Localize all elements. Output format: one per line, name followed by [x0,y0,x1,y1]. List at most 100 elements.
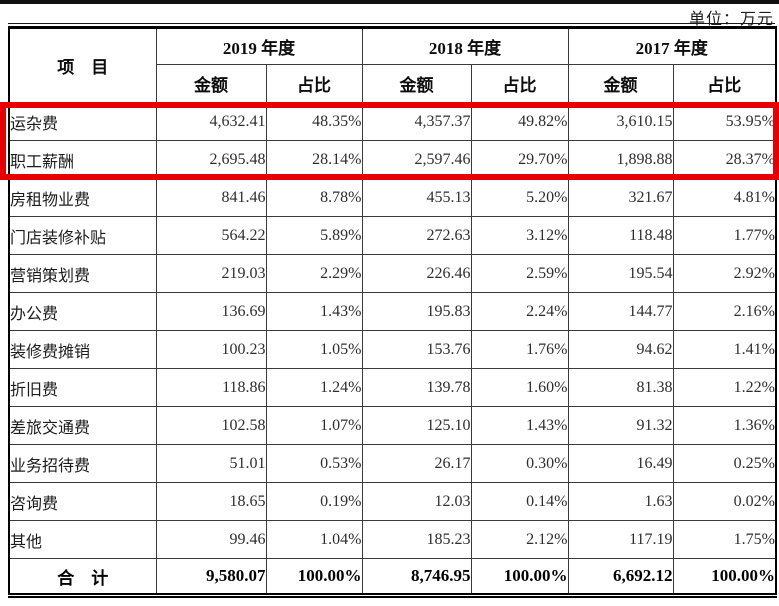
ratio-cell: 2.59% [470,254,569,293]
amount-cell: 2,695.48 [155,140,267,179]
table-row: 房租物业费 841.46 8.78% 455.13 5.20% 321.67 4.81% [8,178,777,217]
ratio-cell: 1.76% [470,330,569,369]
amount-cell: 91.32 [567,406,674,445]
ratio-cell: 28.37% [672,140,777,179]
table-row: 门店装修补贴 564.22 5.89% 272.63 3.12% 118.48 1.77% [8,216,777,255]
table-row: 业务招待费 51.01 0.53% 26.17 0.30% 16.49 0.25% [8,444,777,483]
item-cell: 房租物业费 [8,178,157,217]
total-label: 合 计 [8,558,157,598]
ratio-cell: 3.12% [470,216,569,255]
header-row-measures: 金额 占比 金额 占比 金额 占比 [9,64,777,103]
amount-cell: 321.67 [567,178,674,217]
item-cell: 职工薪酬 [8,140,157,179]
item-cell: 运杂费 [8,102,157,141]
amount-cell: 841.46 [155,178,267,217]
ratio-cell: 1.75% [672,520,777,559]
item-cell: 咨询费 [8,482,157,521]
ratio-cell: 0.25% [672,444,777,483]
col-header-ratio-2017: 占比 [672,64,777,103]
table-top-rule [8,23,775,24]
ratio-cell: 28.14% [265,140,363,179]
amount-cell: 139.78 [361,368,472,407]
ratio-cell: 2.16% [672,292,777,331]
ratio-cell: 1.77% [672,216,777,255]
amount-cell: 18.65 [155,482,267,521]
table-row: 运杂费 4,632.41 48.35% 4,357.37 49.82% 3,610.15 5… [8,102,777,141]
table-row: 咨询费 18.65 0.19% 12.03 0.14% 1.63 0.02% [8,482,777,521]
amount-cell: 226.46 [361,254,472,293]
ratio-cell: 1.43% [265,292,363,331]
col-header-2017: 2017 年度 [567,26,777,65]
expense-table: 项 目 2019 年度 2018 年度 2017 年度 金额 占比 金额 占比 … [8,26,777,598]
amount-cell: 1.63 [567,482,674,521]
table-row: 装修费摊销 100.23 1.05% 153.76 1.76% 94.62 1.41% [8,330,777,369]
header-row-years: 项 目 2019 年度 2018 年度 2017 年度 [8,26,777,103]
col-header-item: 项 目 [8,26,157,103]
ratio-cell: 0.53% [265,444,363,483]
col-header-amount-2019: 金额 [155,64,267,103]
amount-cell: 118.48 [567,216,674,255]
col-header-ratio-2019: 占比 [265,64,363,103]
item-cell: 折旧费 [8,368,157,407]
table-row: 折旧费 118.86 1.24% 139.78 1.60% 81.38 1.22% [8,368,777,407]
ratio-cell: 1.60% [470,368,569,407]
amount-cell: 81.38 [567,368,674,407]
item-cell: 门店装修补贴 [8,216,157,255]
item-cell: 营销策划费 [8,254,157,293]
amount-cell: 2,597.46 [361,140,472,179]
col-header-2019: 2019 年度 [155,26,363,65]
ratio-cell: 0.30% [470,444,569,483]
amount-cell: 16.49 [567,444,674,483]
ratio-cell: 0.02% [672,482,777,521]
amount-cell: 195.54 [567,254,674,293]
ratio-cell: 2.29% [265,254,363,293]
ratio-cell: 5.89% [265,216,363,255]
ratio-cell: 8.78% [265,178,363,217]
ratio-cell: 29.70% [470,140,569,179]
amount-cell: 153.76 [361,330,472,369]
ratio-cell: 1.36% [672,406,777,445]
ratio-cell: 2.24% [470,292,569,331]
ratio-cell: 100.00% [470,558,569,598]
amount-cell: 12.03 [361,482,472,521]
table-body: 运杂费 4,632.41 48.35% 4,357.37 49.82% 3,610.15 5… [8,102,777,598]
amount-cell: 144.77 [567,292,674,331]
table-row: 职工薪酬 2,695.48 28.14% 2,597.46 29.70% 1,898.88… [8,140,777,179]
amount-cell: 219.03 [155,254,267,293]
ratio-cell: 1.24% [265,368,363,407]
top-divider [0,0,779,4]
total-row: 合 计 9,580.07 100.00% 8,746.95 100.00% 6,692.1… [8,558,777,598]
ratio-cell: 0.19% [265,482,363,521]
col-header-2018: 2018 年度 [361,26,569,65]
amount-cell: 195.83 [361,292,472,331]
item-cell: 其他 [8,520,157,559]
amount-cell: 51.01 [155,444,267,483]
table-row: 办公费 136.69 1.43% 195.83 2.24% 144.77 2.16% [8,292,777,331]
ratio-cell: 53.95% [672,102,777,141]
table-row: 营销策划费 219.03 2.29% 226.46 2.59% 195.54 2.92% [8,254,777,293]
ratio-cell: 100.00% [265,558,363,598]
ratio-cell: 1.07% [265,406,363,445]
amount-cell: 3,610.15 [567,102,674,141]
amount-cell: 26.17 [361,444,472,483]
ratio-cell: 5.20% [470,178,569,217]
amount-cell: 99.46 [155,520,267,559]
amount-cell: 9,580.07 [155,558,267,598]
col-header-ratio-2018: 占比 [470,64,569,103]
amount-cell: 118.86 [155,368,267,407]
amount-cell: 4,357.37 [361,102,472,141]
table-header: 项 目 2019 年度 2018 年度 2017 年度 金额 占比 金额 占比 … [8,26,777,103]
item-cell: 差旅交通费 [8,406,157,445]
amount-cell: 4,632.41 [155,102,267,141]
amount-cell: 185.23 [361,520,472,559]
ratio-cell: 1.04% [265,520,363,559]
table-row: 其他 99.46 1.04% 185.23 2.12% 117.19 1.75% [8,520,777,559]
amount-cell: 1,898.88 [567,140,674,179]
ratio-cell: 49.82% [470,102,569,141]
amount-cell: 455.13 [361,178,472,217]
amount-cell: 100.23 [155,330,267,369]
ratio-cell: 100.00% [672,558,777,598]
amount-cell: 8,746.95 [361,558,472,598]
amount-cell: 272.63 [361,216,472,255]
